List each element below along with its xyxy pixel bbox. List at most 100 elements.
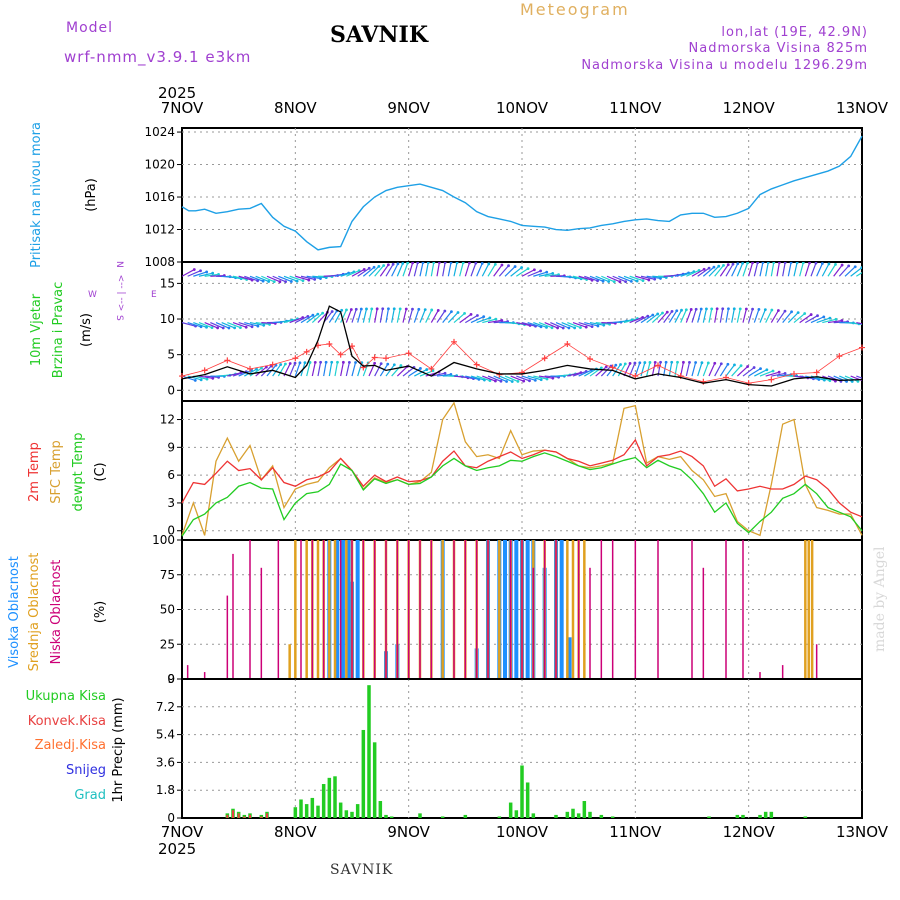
temp-title: 2m Temp	[27, 442, 42, 502]
wind-arrow-head	[834, 317, 838, 321]
wind-arrow-head	[822, 315, 826, 319]
wind-arrow-head	[712, 265, 716, 269]
wind-arrow-head	[426, 262, 430, 264]
wind-arrow-head	[284, 362, 287, 366]
wind-arrow	[312, 275, 327, 279]
precip-total-bar	[520, 765, 524, 818]
wind-arrow-head	[638, 361, 642, 365]
wind-arrow	[850, 321, 862, 326]
wind-arrow-head	[860, 266, 862, 270]
wind-arrow	[714, 265, 724, 277]
wind-arrow-head	[461, 262, 465, 265]
cloud-mid-bar	[807, 540, 810, 679]
wind-arrow	[482, 318, 497, 324]
wind-arrow-head	[856, 379, 860, 383]
wind-arrow-head	[505, 380, 508, 383]
wind-arrow-head	[675, 309, 679, 313]
wind-arrow-head	[873, 269, 876, 272]
wind-arrow	[578, 322, 593, 328]
wind-arrow	[680, 309, 687, 323]
compass-west: W	[88, 290, 97, 300]
wind-arrow	[516, 375, 530, 382]
cloud-low-bar	[232, 553, 234, 679]
precip-total-bar	[741, 814, 745, 818]
wind-arrow	[510, 267, 522, 277]
wind-arrow-head	[867, 267, 870, 270]
wind-arrow-head	[443, 262, 447, 264]
wind-arrow	[567, 275, 582, 280]
wind-arrow	[787, 312, 799, 324]
wind-arrow-head	[790, 310, 793, 314]
wind-arrow	[323, 362, 327, 377]
wind-arrow-head	[308, 361, 312, 364]
wind-arrow-head	[700, 361, 704, 365]
wind-arrow-head	[289, 280, 293, 283]
panel-4: 0 25 50 75 100	[152, 533, 863, 686]
wind-arrow	[561, 322, 575, 329]
wind-arrow	[459, 375, 474, 380]
wind-arrow-head	[507, 264, 510, 268]
wind-arrow-head	[456, 311, 460, 314]
wind-arrow-head	[303, 361, 307, 365]
wind-arrow	[668, 310, 678, 323]
precip-total-bar	[803, 816, 808, 818]
wind-arrow	[821, 263, 830, 277]
wind-arrow	[844, 266, 856, 277]
wind-arrow	[374, 363, 382, 377]
wind-arrow-head	[739, 364, 743, 368]
wind-arrow-head	[847, 264, 851, 268]
y-tick-label: 25	[160, 637, 175, 651]
wind-arrow-head	[765, 368, 769, 372]
wind-arrow	[425, 309, 433, 323]
wind-arrow	[572, 275, 587, 281]
wind-arrow	[663, 310, 673, 323]
wind-arrow	[334, 362, 339, 377]
wind-arrow-head	[488, 316, 492, 320]
wind-arrow	[804, 262, 811, 277]
cloud-mid-bar	[305, 540, 308, 679]
wind-arrow	[340, 271, 355, 277]
precip-total-bar	[418, 813, 422, 818]
precip-conv-bar	[237, 813, 240, 818]
wind-arrow-head	[556, 326, 560, 330]
wind-arrow	[731, 308, 735, 323]
wind-arrow	[487, 319, 502, 324]
wind-arrow-head	[607, 280, 611, 283]
precip-conv-bar	[243, 816, 246, 818]
wind-arrow-head	[816, 314, 819, 318]
wind-arrow-head	[656, 312, 660, 316]
wind-arrow-head	[795, 262, 799, 265]
wind-arrow-head	[526, 267, 530, 270]
wind-arrow-head	[324, 360, 328, 364]
wind-arrow-head	[354, 361, 357, 364]
cloud-mid-bar	[345, 540, 348, 679]
wind-arrow-head	[437, 262, 441, 264]
wind-arrow	[453, 262, 458, 277]
cloud-high-bar	[567, 637, 572, 679]
wind-arrow	[204, 322, 218, 329]
wind-arrow	[396, 263, 404, 277]
wind-arrow-head	[211, 376, 215, 380]
wind-arrow	[408, 308, 414, 323]
lonlat-info: lon,lat (19E, 42.9N)	[721, 25, 868, 40]
wind-arrow-head	[199, 378, 203, 382]
wind-arrow-head	[295, 279, 299, 283]
wind-arrow	[470, 316, 484, 324]
wind-arrow-head	[233, 326, 237, 330]
wind-arrow-head	[596, 324, 600, 328]
cloud-low-bar	[407, 540, 410, 679]
wind-arrow-head	[741, 262, 744, 265]
precip-total-bar	[344, 810, 349, 818]
wind-arrow-head	[391, 262, 395, 266]
wind-arrow	[238, 275, 253, 281]
wind-arrow	[572, 322, 587, 328]
wind-arrow-head	[707, 266, 711, 270]
wind-arrow	[674, 309, 683, 323]
wind-arrow-head	[336, 360, 339, 364]
wind-arrow	[816, 317, 831, 324]
wind-arrow-head	[205, 325, 208, 329]
wind-arrow	[685, 309, 692, 323]
cloud-low-bar	[475, 540, 478, 679]
cloud-high-bar	[335, 540, 340, 679]
wind-arrow	[306, 362, 311, 377]
